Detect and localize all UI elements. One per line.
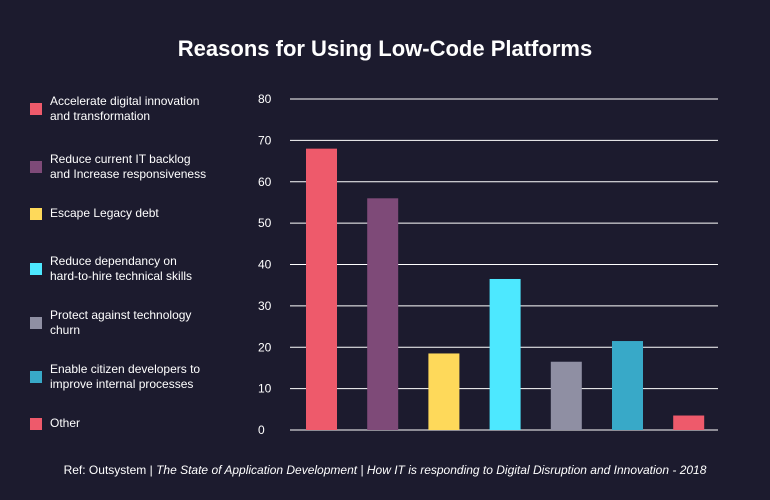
legend-swatch bbox=[30, 371, 42, 383]
legend-label: Other bbox=[50, 416, 81, 430]
y-tick-label: 30 bbox=[258, 299, 272, 313]
y-tick-label: 10 bbox=[258, 382, 272, 396]
bar-4: Reduce dependancy on hard-to-hire techni… bbox=[489, 278, 521, 430]
legend-item: Reduce current IT backlog and Increase re… bbox=[30, 152, 250, 182]
bar-6: Enable citizen developers to improve int… bbox=[612, 341, 643, 430]
y-tick-label: 60 bbox=[258, 175, 272, 189]
legend-swatch bbox=[30, 417, 42, 430]
y-tick-label: 80 bbox=[258, 92, 272, 106]
bar-1: Accelerate digital innovation and transf… bbox=[306, 148, 337, 430]
legend-item: Escape Legacy debt bbox=[30, 206, 250, 221]
legend-item: Other bbox=[30, 416, 250, 431]
bar-7: Other bbox=[673, 415, 705, 430]
y-tick-label: 20 bbox=[258, 340, 272, 354]
legend-item: Accelerate digital innovation and transfo… bbox=[30, 94, 250, 124]
footer-prefix: Ref: Outsystem | bbox=[63, 463, 157, 477]
y-tick-label: 40 bbox=[258, 258, 272, 272]
bar-5: Protect against technology churn bbox=[550, 361, 582, 430]
legend-swatch bbox=[30, 161, 42, 173]
footer-source: The State of Application Development | H… bbox=[156, 463, 707, 477]
y-tick-label: 50 bbox=[258, 216, 272, 230]
y-tick-label: 0 bbox=[258, 423, 265, 437]
legend-swatch bbox=[30, 207, 42, 220]
legend-label: Escape Legacy debt bbox=[50, 206, 159, 220]
legend-label: Enable citizen developers to improve inte… bbox=[50, 362, 201, 391]
legend-label: Reduce dependancy on hard-to-hire technic… bbox=[50, 254, 193, 283]
legend-swatch bbox=[30, 317, 42, 329]
chart-title: Reasons for Using Low-Code Platforms bbox=[177, 36, 593, 61]
bar-3: Escape Legacy debt bbox=[428, 353, 460, 430]
y-tick-label: 70 bbox=[258, 133, 272, 147]
legend-item: Enable citizen developers to improve inte… bbox=[30, 362, 250, 392]
legend-item: Reduce dependancy on hard-to-hire technic… bbox=[30, 254, 250, 284]
legend-label: Protect against technology churn bbox=[50, 308, 192, 337]
legend-item: Protect against technology churn bbox=[30, 308, 250, 338]
legend-swatch bbox=[30, 263, 42, 275]
legend-label: Reduce current IT backlog and Increase re… bbox=[50, 152, 207, 181]
legend-label: Accelerate digital innovation and transfo… bbox=[50, 94, 200, 123]
reference-footer: Ref: Outsystem | The State of Applicatio… bbox=[0, 463, 770, 477]
bar-2: Reduce current IT backlog and Increase r… bbox=[367, 198, 399, 430]
legend-swatch bbox=[30, 103, 42, 115]
